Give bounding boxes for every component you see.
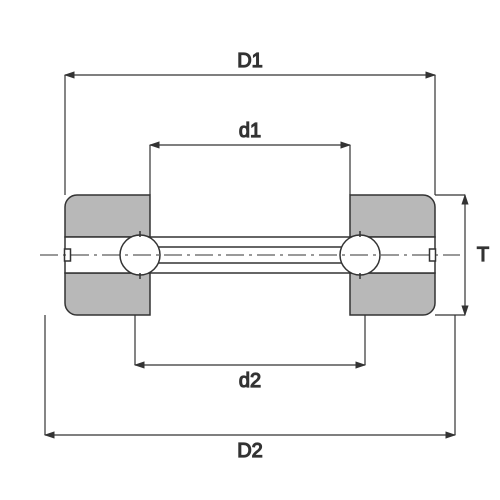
bottom-race-left	[65, 273, 150, 315]
notch-right	[430, 249, 436, 261]
bottom-race-right	[350, 273, 435, 315]
dim-label: T	[477, 244, 489, 266]
dim-label: d1	[239, 120, 261, 142]
dim-label: d2	[239, 370, 261, 392]
top-race-right	[350, 195, 435, 237]
bearing-cross-section	[40, 195, 460, 315]
dim-label: D2	[237, 440, 263, 462]
top-race-left	[65, 195, 150, 237]
dim-label: D1	[237, 50, 263, 72]
